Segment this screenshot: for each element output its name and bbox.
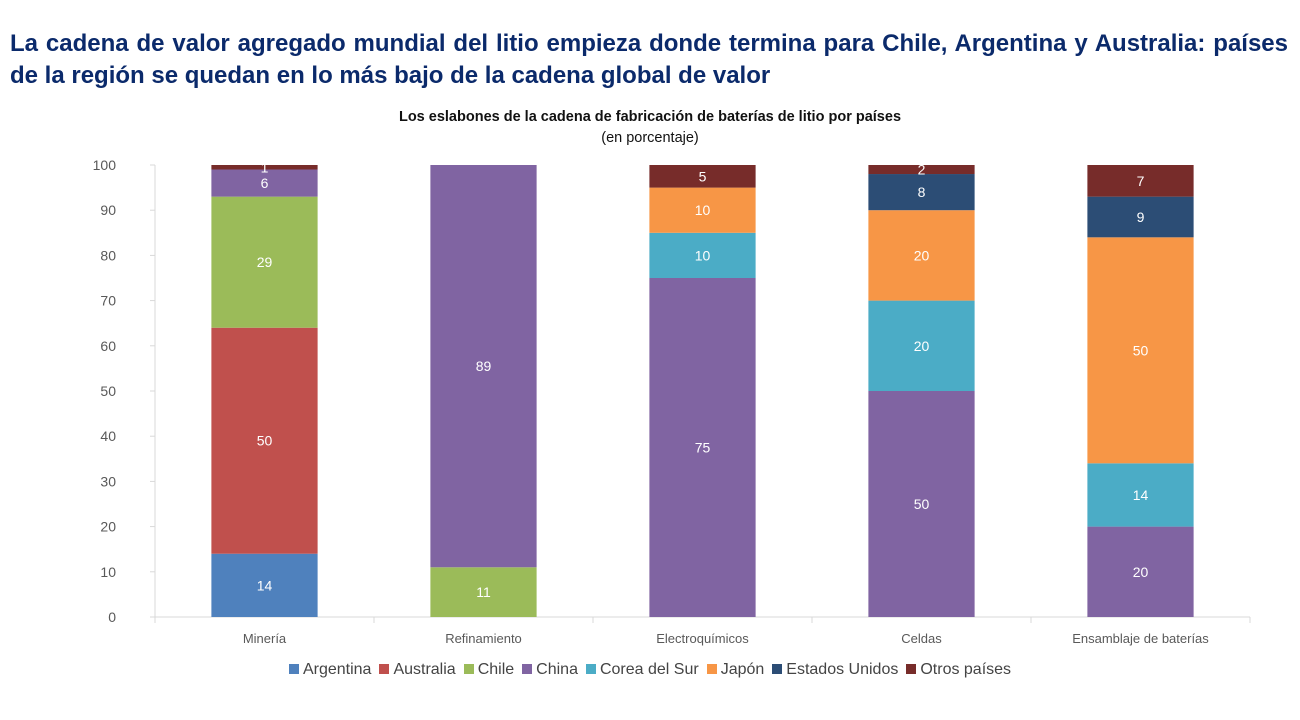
legend-swatch <box>288 664 299 674</box>
bar-segment <box>1087 165 1194 197</box>
bar-segment <box>1087 237 1194 464</box>
data-label: 75 <box>695 440 711 456</box>
chart-subtitle: (en porcentaje) <box>601 130 699 146</box>
y-tick-label: 0 <box>108 609 116 625</box>
data-label: 9 <box>1137 209 1145 225</box>
data-label: 50 <box>1133 342 1149 358</box>
legend-item: Japón <box>706 661 765 679</box>
bar-segment <box>1087 196 1194 238</box>
y-tick-label: 80 <box>100 247 116 263</box>
legend-swatch <box>522 664 533 674</box>
y-tick-label: 100 <box>93 157 117 173</box>
headline: La cadena de valor agregado mundial del … <box>10 30 1288 89</box>
y-tick-label: 30 <box>100 473 116 489</box>
legend-label: Chile <box>477 661 515 678</box>
data-label: 14 <box>257 577 273 593</box>
bar-segment <box>868 391 975 617</box>
x-tick-label: Electroquímicos <box>656 631 749 646</box>
data-label: 1 <box>261 159 269 175</box>
data-label: 50 <box>257 433 273 449</box>
data-label: 10 <box>695 202 711 218</box>
bar-segment <box>430 567 537 617</box>
bar-segment <box>868 300 975 391</box>
y-tick-label: 40 <box>100 428 116 444</box>
x-tick-label: Celdas <box>901 631 942 646</box>
bar-segment <box>211 169 318 197</box>
data-label: 11 <box>476 584 491 600</box>
data-label: 20 <box>914 247 930 263</box>
bar-segment <box>211 196 318 328</box>
x-tick-label: Minería <box>243 631 287 646</box>
bar-segment <box>649 187 756 233</box>
legend-swatch <box>772 664 783 674</box>
bar-segment <box>649 165 756 188</box>
legend-label: Argentina <box>302 661 372 678</box>
legend-item: Chile <box>463 661 515 679</box>
legend: Argentina Australia Chile China Corea del Su… <box>0 661 1300 679</box>
bar-segment <box>1087 463 1194 527</box>
data-label: 29 <box>257 254 273 270</box>
legend-swatch <box>706 664 717 674</box>
x-tick-label: Ensamblaje de baterías <box>1072 631 1209 646</box>
data-label: 50 <box>914 496 930 512</box>
bar-segment <box>211 165 318 170</box>
x-tick-label: Refinamiento <box>445 631 522 646</box>
y-tick-label: 70 <box>100 293 116 309</box>
legend-item: Australia <box>379 661 456 679</box>
legend-item: China <box>522 661 578 679</box>
data-label: 89 <box>476 358 492 374</box>
y-tick-label: 10 <box>100 564 116 580</box>
data-label: 2 <box>918 162 926 178</box>
y-tick-label: 20 <box>100 519 116 535</box>
chart-title: Los eslabones de la cadena de fabricació… <box>398 109 902 125</box>
legend-swatch <box>463 664 474 674</box>
legend-label: Corea del Sur <box>599 661 699 678</box>
bar-segment <box>649 278 756 617</box>
legend-item: Otros países <box>906 661 1011 679</box>
data-label: 20 <box>914 338 930 354</box>
bar-segment <box>1087 526 1194 617</box>
data-label: 7 <box>1137 173 1145 189</box>
data-label: 14 <box>1133 487 1149 503</box>
y-tick-label: 60 <box>100 338 116 354</box>
y-tick-label: 90 <box>100 202 116 218</box>
y-tick-label: 50 <box>100 383 116 399</box>
bar-segment <box>868 174 975 211</box>
legend-item: Estados Unidos <box>772 661 898 679</box>
legend-item: Corea del Sur <box>585 661 699 679</box>
legend-label: Estados Unidos <box>786 661 899 678</box>
bar-segment <box>430 165 537 568</box>
legend-label: China <box>536 661 578 678</box>
data-label: 20 <box>1133 564 1149 580</box>
bar-segment <box>868 210 975 301</box>
data-label: 8 <box>918 184 926 200</box>
bar-segment <box>868 165 975 175</box>
bar-segment <box>211 553 318 617</box>
legend-item: Argentina <box>288 661 372 679</box>
legend-label: Australia <box>393 661 456 678</box>
bar-segment <box>649 232 756 278</box>
legend-label: Otros países <box>920 661 1012 678</box>
legend-swatch <box>585 664 596 674</box>
legend-swatch <box>379 664 390 674</box>
data-label: 6 <box>261 175 269 191</box>
bar-segment <box>211 327 318 554</box>
data-label: 10 <box>695 247 711 263</box>
legend-label: Japón <box>720 661 765 678</box>
legend-swatch <box>906 664 917 674</box>
data-label: 5 <box>699 168 707 184</box>
